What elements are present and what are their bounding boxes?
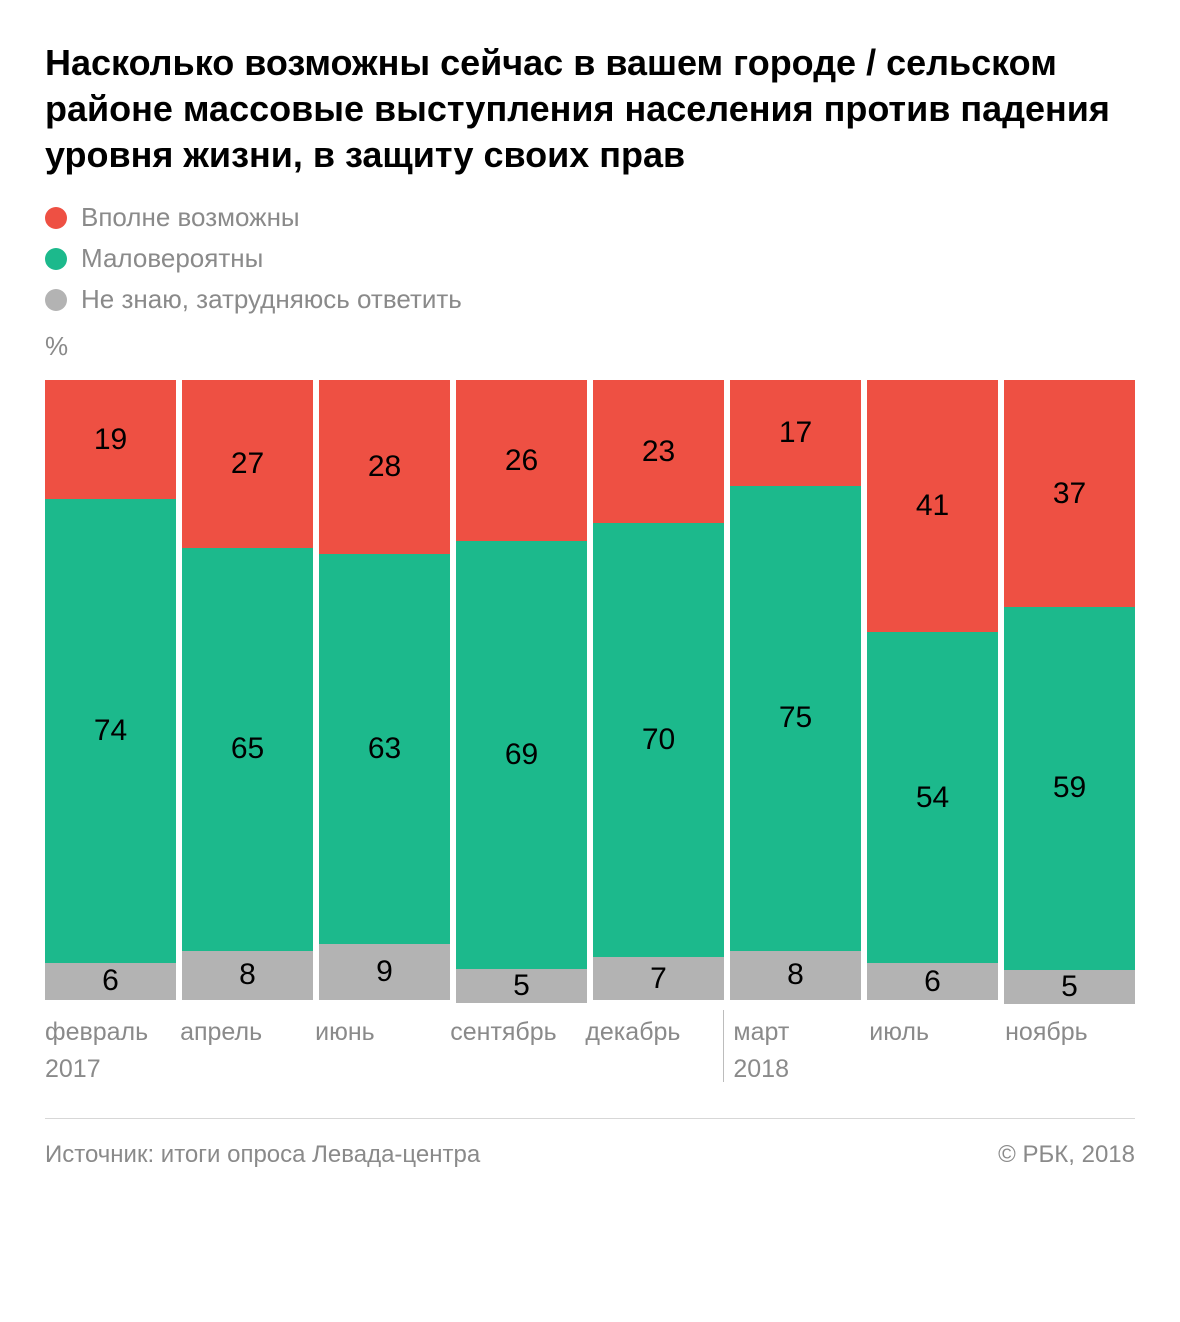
bar-column: 28639 [319,380,450,1000]
axis-year-label: 2018 [733,1055,1135,1084]
legend-item-dontknow: Не знаю, затрудняюсь ответить [45,284,1135,315]
bar-segment-possible: 17 [730,380,861,485]
bar-segment-dontknow: 8 [730,951,861,1001]
axis-year-label: 2017 [45,1055,714,1084]
legend-label: Вполне возможны [81,202,300,233]
bar-segment-dontknow: 8 [182,951,313,1001]
bar-segment-unlikely: 70 [593,523,724,957]
bar-segment-dontknow: 9 [319,944,450,1000]
bar-segment-dontknow: 5 [1004,970,1135,1004]
bar-segment-possible: 26 [456,380,587,541]
chart-footer: Источник: итоги опроса Левада-центра © Р… [45,1118,1135,1169]
unit-label: % [45,331,1135,362]
bar-segment-dontknow: 6 [45,963,176,1001]
legend-dot-icon [45,207,67,229]
stacked-bar-chart: 1974627658286392669523707177584154637595 [45,380,1135,1000]
bar-column: 41546 [867,380,998,1000]
bar-segment-unlikely: 69 [456,541,587,969]
axis-month-label: февраль [45,1010,174,1047]
axis-month-label: июнь [315,1010,444,1047]
bar-segment-dontknow: 6 [867,963,998,1000]
axis-year-group: мартиюльноябрь 2018 [733,1010,1135,1084]
legend-dot-icon [45,248,67,270]
bar-segment-dontknow: 7 [593,957,724,1000]
source-text: Источник: итоги опроса Левада-центра [45,1141,480,1169]
bar-segment-possible: 23 [593,380,724,523]
bar-column: 17758 [730,380,861,1000]
bar-column: 26695 [456,380,587,1000]
axis-month-row: февральапрельиюньсентябрьдекабрь [45,1010,714,1047]
legend-item-possible: Вполне возможны [45,202,1135,233]
bar-column: 23707 [593,380,724,1000]
legend-label: Маловероятны [81,243,263,274]
legend-dot-icon [45,289,67,311]
bar-segment-possible: 28 [319,380,450,554]
bar-segment-dontknow: 5 [456,969,587,1003]
bar-segment-possible: 41 [867,380,998,632]
bar-segment-possible: 27 [182,380,313,547]
legend-label: Не знаю, затрудняюсь ответить [81,284,462,315]
bar-column: 27658 [182,380,313,1000]
chart-title: Насколько возможны сейчас в вашем городе… [45,40,1135,178]
axis-year-separator [723,1010,724,1082]
bar-segment-unlikely: 75 [730,486,861,951]
bar-segment-unlikely: 74 [45,499,176,962]
axis-month-label: сентябрь [450,1010,579,1047]
copyright-text: © РБК, 2018 [998,1141,1135,1169]
bar-segment-unlikely: 65 [182,548,313,951]
axis-month-label: ноябрь [1005,1010,1135,1047]
bar-segment-unlikely: 54 [867,632,998,963]
bar-segment-unlikely: 59 [1004,607,1135,969]
axis-year-group: февральапрельиюньсентябрьдекабрь 2017 [45,1010,714,1084]
legend-item-unlikely: Маловероятны [45,243,1135,274]
axis-month-row: мартиюльноябрь [733,1010,1135,1047]
bar-segment-possible: 19 [45,380,176,499]
bar-column: 19746 [45,380,176,1000]
axis-month-label: декабрь [585,1010,714,1047]
axis-month-label: март [733,1010,863,1047]
axis-month-label: июль [869,1010,999,1047]
axis-month-label: апрель [180,1010,309,1047]
bar-column: 37595 [1004,380,1135,1000]
x-axis: февральапрельиюньсентябрьдекабрь 2017 март… [45,1010,1135,1084]
legend: Вполне возможны Маловероятны Не знаю, за… [45,202,1135,315]
bar-segment-unlikely: 63 [319,554,450,945]
bar-segment-possible: 37 [1004,380,1135,607]
